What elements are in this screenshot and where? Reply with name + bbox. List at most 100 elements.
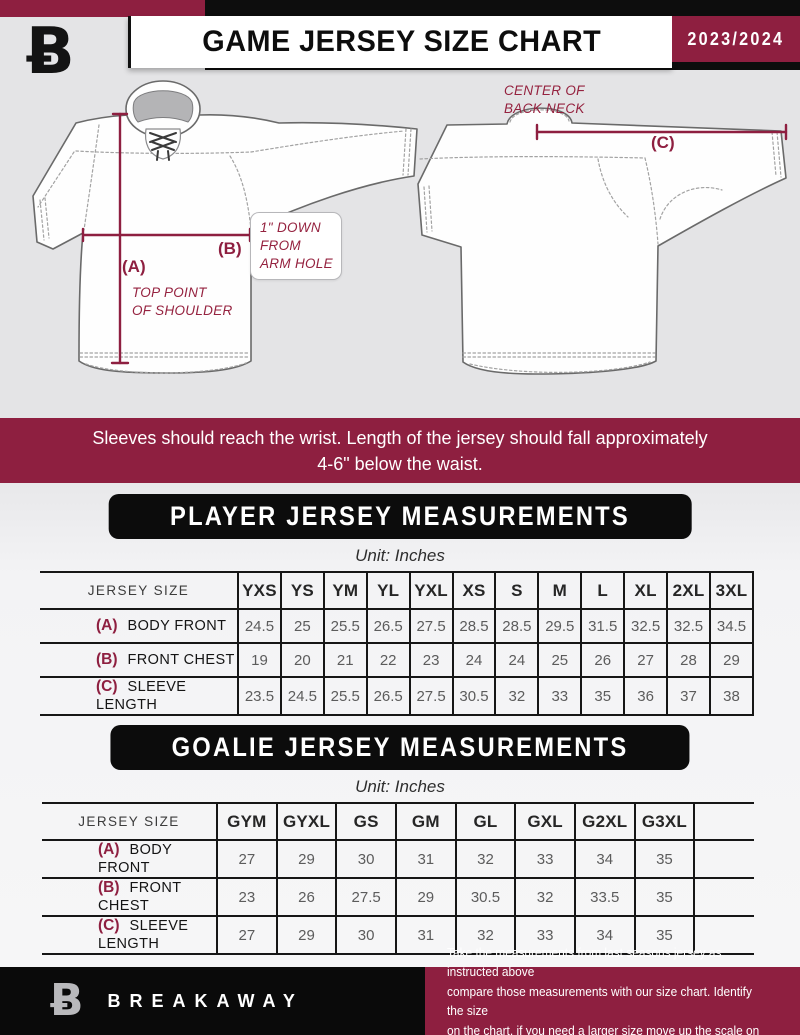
measurement-value-cell: 30	[335, 839, 397, 879]
measurement-value-cell: 35	[580, 676, 626, 716]
jersey-front-diagram	[32, 80, 418, 374]
measurement-value-cell: 29	[275, 915, 338, 955]
size-column-header: GYM	[216, 802, 278, 841]
measurement-value-cell: 35	[633, 839, 696, 879]
size-column-header: GS	[335, 802, 397, 841]
measurement-value-cell: 22	[365, 642, 411, 678]
brand-b-logo-icon: Ƀ	[26, 15, 75, 89]
front-jersey-outline	[32, 113, 418, 374]
size-column-header: XL	[623, 571, 669, 610]
size-column-header: 3XL	[708, 571, 755, 610]
row-label: FRONT CHEST	[127, 652, 235, 668]
table-row: (A) BODY FRONT 27 29 30 31 32 33 34 35	[42, 839, 754, 879]
measurement-value-cell: 24	[494, 642, 540, 678]
measurement-value-cell: 27	[623, 642, 669, 678]
row-label: FRONT CHEST	[98, 880, 182, 914]
measurement-value-cell: 29	[394, 877, 457, 917]
measurement-value-cell: 33	[514, 839, 576, 879]
measurement-value-cell: 34.5	[708, 608, 755, 644]
measurement-value-cell: 33	[514, 915, 576, 955]
table-row: (B) FRONT CHEST 19 20 21 22 23 24 24 25 26 27 28 29	[40, 642, 755, 678]
player-unit-label: Unit: Inches	[355, 546, 445, 565]
label-a-key: (A)	[122, 257, 146, 276]
measurement-value-cell: 25.5	[322, 608, 368, 644]
fit-notice-text: Sleeves should reach the wrist. Length o…	[92, 427, 708, 474]
size-column-header: YM	[322, 571, 368, 610]
measurement-value-cell: 32	[454, 915, 517, 955]
measurement-value-cell: 28.5	[451, 608, 497, 644]
row-label: SLEEVE LENGTH	[96, 679, 187, 713]
empty-value-cell	[693, 877, 754, 917]
measurement-value-cell: 24	[451, 642, 497, 678]
row-label: BODY FRONT	[127, 618, 227, 634]
season-badge: 2023/2024	[672, 16, 800, 62]
measurement-value-cell: 33	[537, 676, 583, 716]
row-key: (A)	[98, 841, 120, 858]
measurement-value-cell: 32.5	[623, 608, 669, 644]
table-row: (C) SLEEVE LENGTH 27 29 30 31 32 33 34 35	[42, 915, 754, 955]
measurement-value-cell: 31.5	[580, 608, 626, 644]
measurement-value-cell: 27	[216, 839, 278, 879]
measurement-value-cell: 28.5	[494, 608, 540, 644]
measurement-value-cell: 34	[573, 839, 636, 879]
fit-notice-banner: Sleeves should reach the wrist. Length o…	[0, 418, 800, 483]
player-section-title: PLAYER JERSEY MEASUREMENTS	[108, 494, 692, 539]
measurement-value-cell: 35	[633, 915, 696, 955]
footer-instructions-text: Take the measurements from last seasons …	[447, 944, 760, 1035]
measurement-value-cell: 32	[454, 839, 517, 879]
jersey-size-header: JERSEY SIZE	[42, 802, 218, 841]
jersey-back-diagram	[417, 107, 788, 375]
size-column-header: YS	[279, 571, 325, 610]
measurement-value-cell: 23	[408, 642, 454, 678]
measurement-value-cell: 27	[216, 915, 278, 955]
measurement-value-cell: 32	[494, 676, 540, 716]
measurement-value-cell: 23	[216, 877, 278, 917]
measurement-value-cell: 32	[514, 877, 576, 917]
measurement-value-cell: 20	[279, 642, 325, 678]
row-key: (A)	[96, 617, 118, 634]
label-a-note: TOP POINT OF SHOULDER	[132, 285, 233, 318]
measurement-value-cell: 28	[666, 642, 711, 678]
measurement-value-cell: 26.5	[365, 608, 411, 644]
table-header-row: JERSEY SIZE GYM GYXL GS GM GL GXL G2XL G3XL	[42, 802, 754, 841]
label-c-note: CENTER OF BACK NECK	[504, 83, 585, 116]
measurement-value-cell: 29	[275, 839, 338, 879]
measurement-value-cell: 33.5	[573, 877, 636, 917]
measurement-value-cell: 25.5	[322, 676, 368, 716]
measurement-value-cell: 32.5	[666, 608, 711, 644]
goalie-measurements-table: JERSEY SIZE GYM GYXL GS GM GL GXL G2XL G3XL (A) BO…	[42, 802, 754, 955]
size-column-header: G3XL	[633, 802, 696, 841]
measurement-value-cell: 27.5	[408, 608, 454, 644]
size-column-header: S	[494, 571, 540, 610]
measurement-value-cell: 31	[394, 839, 457, 879]
empty-header-cell	[693, 802, 754, 841]
measurement-value-cell: 26	[275, 877, 338, 917]
measurement-value-cell: 37	[666, 676, 711, 716]
jersey-diagrams	[32, 80, 788, 375]
size-column-header: GM	[394, 802, 457, 841]
label-b-note: 1" DOWN FROM ARM HOLE	[260, 220, 333, 271]
row-label-cell: (C) SLEEVE LENGTH	[42, 915, 218, 955]
measurement-value-cell: 24.5	[237, 608, 282, 644]
size-column-header: 2XL	[666, 571, 711, 610]
footer-brand-block: Ƀ BREAKAWAY	[0, 967, 425, 1035]
page-title: GAME JERSEY SIZE CHART	[202, 25, 601, 58]
row-label-cell: (A) BODY FRONT	[42, 839, 218, 879]
measurements-table: JERSEY SIZE GYM GYXL GS GM GL GXL G2XL G3XL (A) BO…	[42, 802, 754, 955]
measurement-value-cell: 25	[279, 608, 325, 644]
row-label: SLEEVE LENGTH	[98, 918, 189, 952]
front-neck-opening	[132, 90, 194, 123]
row-key: (B)	[96, 651, 118, 668]
size-column-header: GXL	[514, 802, 576, 841]
size-column-header: YL	[365, 571, 411, 610]
measurement-value-cell: 26.5	[365, 676, 411, 716]
size-column-header: YXL	[408, 571, 454, 610]
size-column-header: L	[580, 571, 626, 610]
size-column-header: G2XL	[573, 802, 636, 841]
measurement-value-cell: 29.5	[537, 608, 583, 644]
goalie-unit-label: Unit: Inches	[355, 777, 445, 796]
measurement-value-cell: 35	[633, 877, 696, 917]
table-row: (C) SLEEVE LENGTH 23.5 24.5 25.5 26.5 27.5 30.5…	[40, 676, 755, 716]
season-label: 2023/2024	[687, 28, 785, 49]
